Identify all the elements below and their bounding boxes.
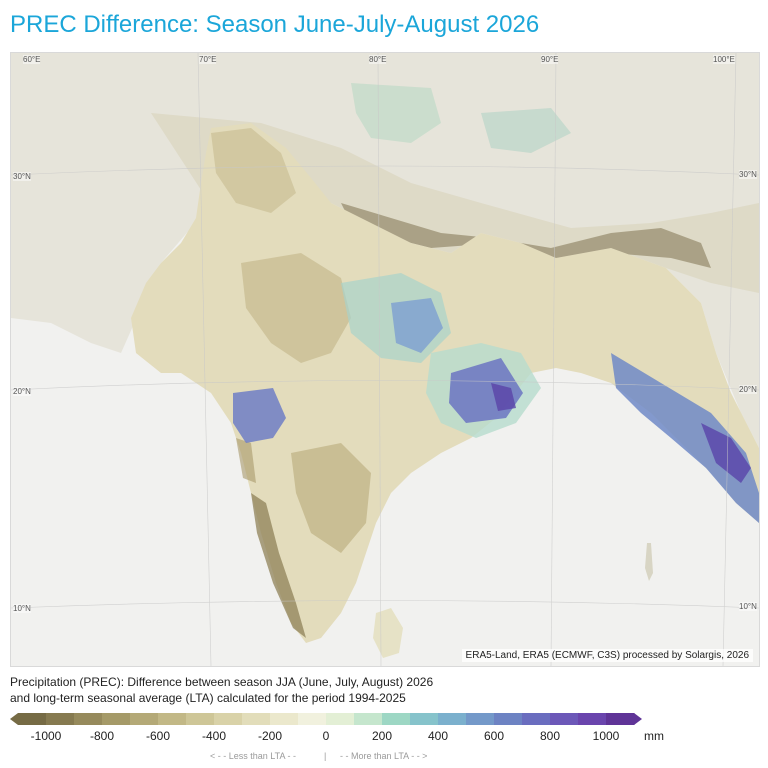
legend-swatch [550, 713, 579, 725]
legend-tick-label: -600 [145, 729, 171, 743]
lat-label-10-right: 10°N [739, 602, 757, 611]
lat-label-20-right: 20°N [739, 385, 757, 394]
lat-label-10-left: 10°N [13, 604, 31, 613]
tibet-green-patch [351, 83, 441, 143]
legend-swatch [46, 713, 75, 725]
dry-zone-north [211, 128, 296, 213]
legend-arrow-left [10, 713, 18, 725]
legend-swatch [438, 713, 467, 725]
andaman-islands [645, 543, 653, 581]
legend-tick-label: 600 [483, 729, 505, 743]
legend-swatch [382, 713, 411, 725]
data-credit: ERA5-Land, ERA5 (ECMWF, C3S) processed b… [461, 649, 753, 662]
legend-swatch [102, 713, 131, 725]
legend-arrow-right [634, 713, 642, 725]
legend-tick-label: 0 [322, 729, 330, 743]
map-canvas [11, 53, 759, 666]
lon-label-90: 90°E [541, 55, 559, 64]
legend-tick-label: -1000 [30, 729, 62, 743]
lon-label-80: 80°E [369, 55, 387, 64]
lta-hint: < - - Less than LTA - - | - - More than … [10, 751, 650, 763]
heavy-rain-west [233, 388, 286, 443]
western-ghats-dry [251, 493, 306, 638]
legend-swatch [270, 713, 299, 725]
precipitation-map[interactable]: 60°E 70°E 80°E 90°E 100°E 30°N 30°N 20°N… [10, 52, 760, 667]
legend-swatch [494, 713, 523, 725]
lon-label-70: 70°E [199, 55, 217, 64]
legend-swatch [578, 713, 607, 725]
legend-swatch [158, 713, 187, 725]
lon-label-60: 60°E [23, 55, 41, 64]
graticule [11, 53, 759, 666]
page-title: PREC Difference: Season June-July-August… [10, 11, 540, 38]
legend-tick-label: 400 [427, 729, 449, 743]
legend-swatch [410, 713, 439, 725]
legend-swatch [522, 713, 551, 725]
more-than-lta-label: - - More than LTA - - > [340, 751, 428, 761]
legend-tick-label: 200 [371, 729, 393, 743]
legend-tick-label: -200 [257, 729, 283, 743]
peak-rain-myanmar [701, 423, 751, 483]
dry-zone-south [291, 443, 371, 553]
caption-line-2: and long-term seasonal average (LTA) cal… [10, 691, 406, 705]
legend-swatch [130, 713, 159, 725]
lon-label-100: 100°E [713, 55, 735, 64]
legend-unit: mm [644, 729, 664, 743]
legend-swatch [298, 713, 327, 725]
heavy-rain-central [391, 298, 443, 353]
peak-rain-coast [491, 383, 516, 411]
legend-ticks: -1000 -800 -600 -400 -200 0 200 400 600 800 1000 [10, 729, 710, 745]
legend-swatch [354, 713, 383, 725]
ghats-upper-dry [236, 438, 256, 483]
lat-label-30-right: 30°N [739, 170, 757, 179]
lta-separator: | [324, 751, 327, 761]
legend-tick-label: -800 [89, 729, 115, 743]
legend-tick-label: 1000 [592, 729, 620, 743]
legend-tick-label: 800 [539, 729, 561, 743]
legend-swatch [186, 713, 215, 725]
legend-swatch [466, 713, 495, 725]
lat-label-20-left: 20°N [13, 387, 31, 396]
heavy-rain-myanmar [611, 353, 759, 523]
legend-swatch [74, 713, 103, 725]
legend-swatch [214, 713, 243, 725]
legend-tick-label: -400 [201, 729, 227, 743]
map-caption: Precipitation (PREC): Difference between… [10, 674, 750, 706]
legend-swatch [326, 713, 355, 725]
caption-line-1: Precipitation (PREC): Difference between… [10, 675, 434, 689]
legend-swatch [606, 713, 635, 725]
legend-color-bar [10, 713, 642, 725]
legend-swatch [18, 713, 47, 725]
color-legend [10, 711, 650, 727]
lat-label-30-left: 30°N [13, 172, 31, 181]
less-than-lta-label: < - - Less than LTA - - [210, 751, 296, 761]
dry-zone-central [241, 253, 351, 363]
karakoram-patch [481, 108, 571, 153]
legend-swatch [242, 713, 271, 725]
